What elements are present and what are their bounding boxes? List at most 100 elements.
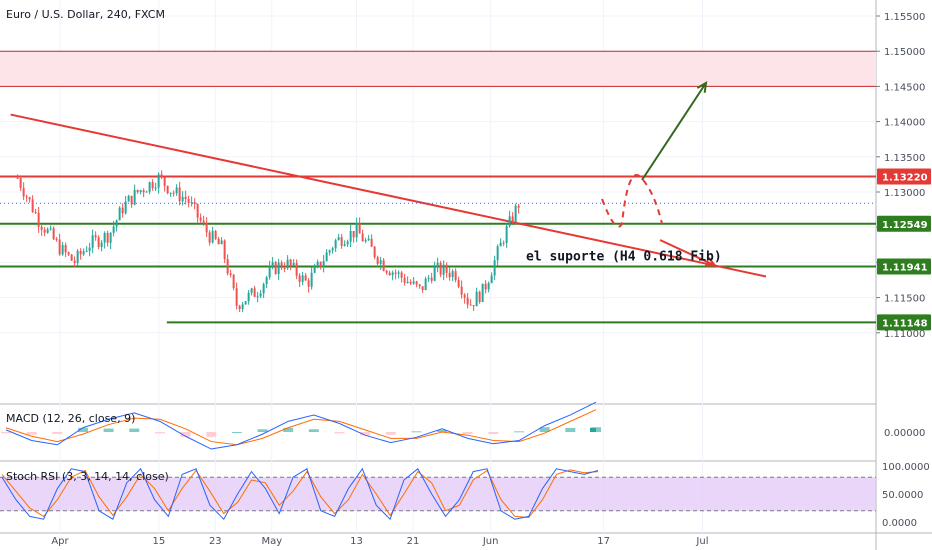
candle [160,170,163,180]
candle [199,213,202,224]
candle [436,257,439,273]
candle [451,268,454,282]
candle [85,246,88,253]
candle [397,270,400,279]
candle-body [118,207,121,221]
candle-body [391,272,394,276]
candle [43,227,46,237]
candle [64,242,67,258]
candle [208,230,211,246]
price-tick-label: 1.14500 [884,82,925,93]
candle [427,274,430,283]
candle [283,262,286,273]
candle [454,268,457,283]
candle-body [427,277,430,279]
candle-body [442,264,445,275]
candle [517,203,520,214]
macd-histogram-bar [590,428,596,432]
candle [337,234,340,241]
candle-body [16,177,19,179]
candle-body [49,228,52,230]
candle [100,240,103,252]
candle-body [19,178,22,188]
candle-body [196,204,199,218]
descending-trendline[interactable] [10,113,767,278]
candle [166,185,169,195]
projected-bounce-path[interactable] [601,174,663,228]
candle-body [181,196,184,202]
support-annotation[interactable]: el suporte (H4 0.618 Fib) [526,249,722,264]
candle-body [385,270,388,273]
price-tick-label: 1.11500 [884,294,925,305]
candle [304,272,307,281]
candle-body [184,196,187,199]
candle-body [508,216,511,227]
macd-histogram-bar [103,428,114,432]
candle-body [496,246,499,261]
candle-body [283,268,286,270]
stoch-rsi-d-line [1,469,599,519]
macd-histogram-bar [52,432,63,435]
macd-histogram-bar [257,429,268,432]
candle-body [34,211,37,213]
candle-body [211,231,214,243]
candle [19,175,22,192]
candle-body [103,232,106,243]
candle-body [46,229,49,233]
price-tag: 1.13220 [877,168,931,185]
candle [226,254,229,276]
candle-body [295,262,298,276]
candle-body [316,261,319,267]
candle-body [448,272,451,278]
candle-body [424,278,427,291]
candle-body [205,222,208,233]
candle [364,237,367,244]
candle-body [76,250,79,264]
candle-body [304,275,307,281]
candle [487,281,490,293]
candle-body [22,187,25,197]
candle-body [232,274,235,289]
candle [367,235,370,241]
candle [508,210,511,228]
candle-body [226,259,229,274]
candle [139,189,142,195]
candle-body [28,197,31,200]
candle-body [430,277,433,281]
candle-body [55,239,58,241]
candle [232,273,235,291]
candle [289,258,292,271]
candle-body [394,272,397,274]
candle-body [130,195,133,205]
candle-body [502,242,505,244]
price-tick-label: 1.13500 [884,153,925,164]
candle [457,276,460,289]
macd-title: MACD (12, 26, close, 9) [6,412,135,425]
candle [118,206,121,221]
candle [247,289,250,305]
candle-body [343,244,346,246]
candle [331,246,334,254]
candle-body [370,238,373,247]
candle [46,227,49,234]
candle-body [472,305,475,307]
time-tick-label: 21 [407,536,420,547]
candle [430,272,433,284]
candle [466,293,469,309]
candle-body [169,192,172,194]
candle [301,271,304,286]
candle [220,237,223,245]
candle [328,249,331,256]
candle [73,256,76,268]
candle-body [262,284,265,294]
candle [58,233,61,256]
candle-body [124,201,127,214]
time-axis[interactable]: Apr 15 23 May 13 21 Jun 17 Jul [51,536,708,547]
macd-histogram-bar [231,432,242,433]
time-tick-label: 13 [350,536,363,547]
candle-body [202,220,205,223]
candle [16,174,19,179]
candle [268,260,271,280]
